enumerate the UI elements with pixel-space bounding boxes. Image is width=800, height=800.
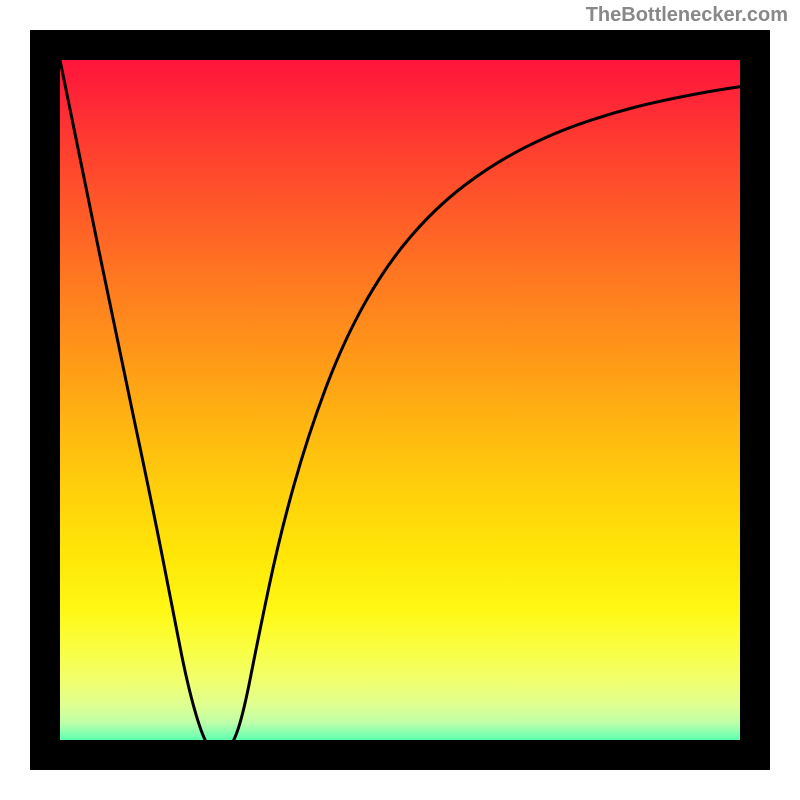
watermark-text: TheBottlenecker.com xyxy=(586,4,788,27)
gradient-background xyxy=(45,30,755,755)
bottleneck-chart xyxy=(0,0,800,800)
